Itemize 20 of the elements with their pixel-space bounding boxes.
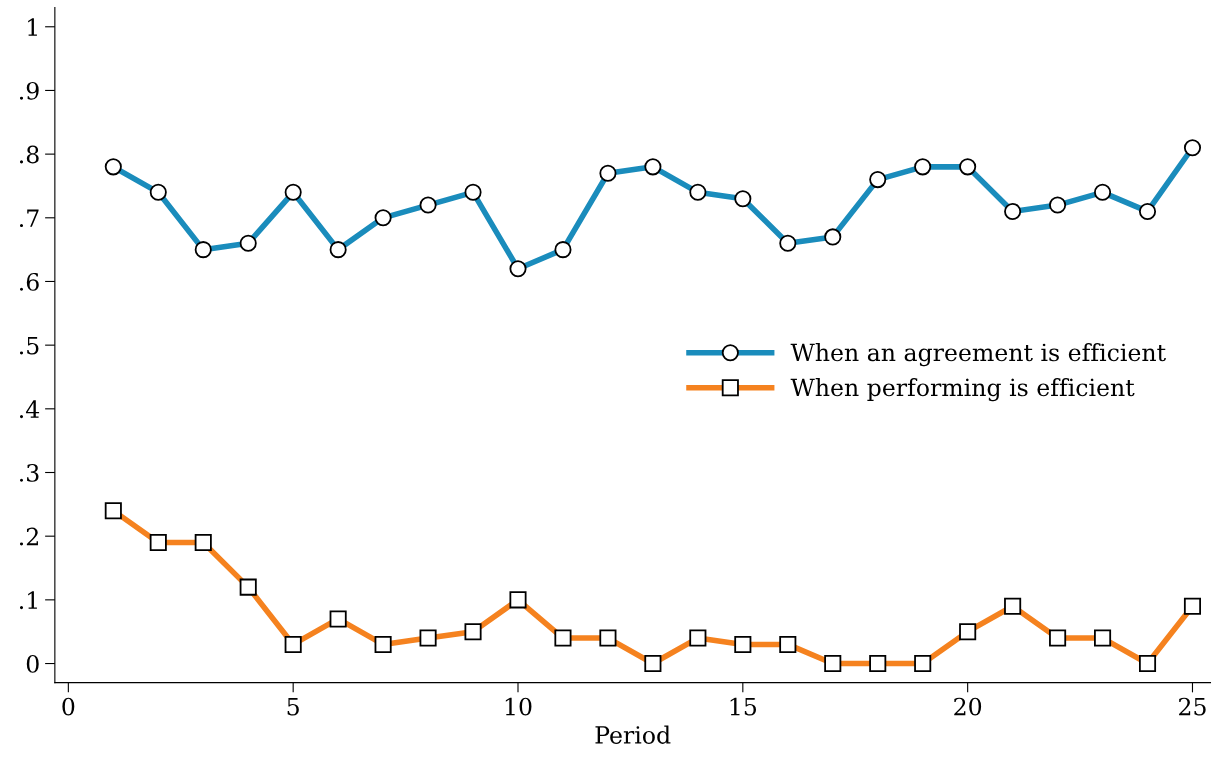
x-tick-label: 20	[954, 697, 982, 716]
legend-label: When performing is efficient	[790, 378, 1135, 402]
y-tick-label: .5	[19, 336, 39, 355]
y-tick-label: 0	[26, 654, 39, 673]
y-tick-label: .4	[19, 400, 40, 419]
x-tick-label: 25	[1179, 697, 1206, 716]
x-tick-label: 5	[287, 697, 299, 716]
y-tick-label: .2	[19, 527, 38, 546]
x-tick-label: 0	[62, 697, 75, 716]
x-tick-label: 10	[505, 697, 532, 716]
y-tick-label: .6	[19, 272, 39, 291]
y-tick-label: 1	[28, 18, 37, 36]
x-axis-title: Period	[595, 725, 671, 744]
y-tick-label: .9	[19, 81, 39, 100]
y-tick-label: .1	[19, 591, 37, 610]
y-tick-label: .8	[19, 145, 39, 164]
y-tick-label: .3	[19, 463, 39, 482]
legend-label: When an agreement is efficient	[790, 343, 1166, 367]
x-tick-label: 15	[730, 697, 757, 716]
y-tick-label: .7	[19, 209, 39, 228]
